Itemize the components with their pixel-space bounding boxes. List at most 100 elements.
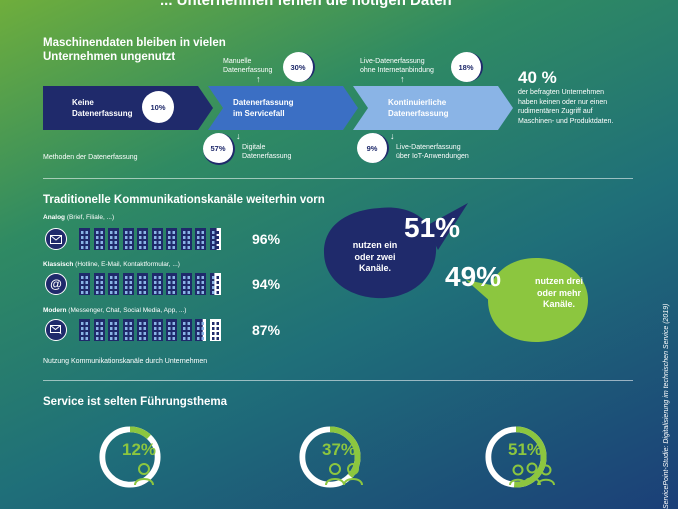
building-icon: [151, 273, 163, 295]
stage-label-3: Kontinuierliche Datenerfassung: [388, 97, 448, 119]
ring-svg: [299, 426, 361, 488]
building-icon: [180, 319, 192, 341]
arrow-up-icon: ↑: [256, 74, 261, 84]
channel-pct-modern: 87%: [252, 322, 281, 338]
live-iot-line2: über IoT-Anwendungen: [396, 153, 469, 160]
section1-title-line1: Maschinendaten bleiben in vielen: [43, 37, 226, 49]
building-icon: [151, 228, 163, 250]
building-icon: [79, 273, 90, 295]
source-note: ServicePoint-Studie: Digitalisierung im …: [663, 303, 670, 509]
stage2-line1: Datenerfassung: [233, 98, 294, 107]
two-persons-icon: [325, 462, 363, 491]
building-icon: [108, 273, 119, 295]
building-icon: [180, 228, 192, 250]
stage-segment-3: [353, 86, 513, 130]
building-icon: [108, 319, 119, 341]
ring-37-pct: 37%: [322, 440, 357, 459]
stage3-line1: Kontinuierliche: [388, 98, 447, 107]
stage1-line2: Datenerfassung: [72, 109, 133, 118]
stage3-line2: Datenerfassung: [388, 109, 449, 118]
arrow-up-icon: ↑: [400, 74, 405, 84]
building-icon: [195, 228, 206, 250]
building-icon: [122, 273, 134, 295]
stat-line: der befragten Unternehmen: [518, 89, 604, 96]
live-no-internet-line1: Live-Datenerfassung: [360, 58, 425, 65]
building-icon: [180, 273, 192, 295]
live-no-internet-pct-circle: 18%: [451, 52, 483, 82]
channel-label-classic: Klassisch (Hotline, E-Mail, Kontaktformu…: [43, 261, 180, 269]
bubble2-text: nutzen drei oder mehr Kanäle.: [528, 276, 590, 311]
at-icon: @: [45, 273, 67, 295]
building-icon: [122, 228, 134, 250]
channel-pct-analog: 96%: [252, 231, 281, 247]
building-icon: [122, 319, 134, 341]
building-icon: [209, 319, 221, 341]
bubble-lime: [466, 258, 588, 342]
stage1-pct: 10%: [150, 102, 166, 112]
digital-label: Digitale Datenerfassung: [242, 143, 291, 161]
stage1-line1: Keine: [72, 98, 94, 107]
channel-label-analog: Analog (Brief, Filiale, ...): [43, 214, 114, 222]
bubble-navy: [324, 203, 468, 299]
building-icon: [195, 273, 206, 295]
live-no-internet-pct: 18%: [458, 62, 474, 72]
live-iot-pct-circle: 9%: [357, 133, 389, 163]
manual-line1: Manuelle: [223, 58, 252, 65]
bubble1-line: nutzen ein: [352, 240, 398, 250]
digital-line2: Datenerfassung: [242, 153, 292, 160]
channel-label-bold: Modern: [43, 307, 67, 314]
buildings-row-modern: [79, 319, 224, 341]
buildings-row-analog: [79, 228, 224, 250]
ring-arc-12: [99, 426, 161, 488]
section1-caption: Methoden der Datenerfassung: [43, 154, 138, 161]
stat-40-text: der befragten Unternehmen haben keinen o…: [518, 88, 613, 126]
bubble1-text: nutzen ein oder zwei Kanäle.: [344, 240, 406, 275]
channel-label-modern: Modern (Messenger, Chat, Social Media, A…: [43, 307, 186, 315]
building-icon: [209, 273, 221, 295]
section2-caption: Nutzung Kommunikationskanäle durch Unter…: [43, 358, 208, 365]
bubble2-pct: 49%: [445, 261, 502, 292]
bubble2-line: Kanäle.: [542, 299, 575, 309]
ring-arc-37: [299, 426, 361, 488]
channel-label-rest: (Hotline, E-Mail, Kontaktformular, ...): [73, 261, 180, 268]
manual-pct-circle: 30%: [283, 52, 315, 82]
three-persons-icon: [509, 462, 555, 491]
digital-pct: 57%: [210, 143, 226, 153]
section1-title-line2: Unternehmen ungenutzt: [43, 51, 176, 63]
channel-pct-classic: 94%: [252, 276, 281, 292]
stage-segment-2: [208, 86, 358, 130]
building-icon: [137, 273, 148, 295]
stage-label-1: Keine Datenerfassung: [72, 97, 132, 119]
stage-label-2: Datenerfassung im Servicefall: [233, 97, 293, 119]
bubble1-line: Kanäle.: [358, 263, 391, 273]
building-icon: [137, 319, 148, 341]
building-icon: [166, 273, 177, 295]
building-icon: [166, 228, 177, 250]
person-icon: [133, 462, 155, 491]
ring-svg: [99, 426, 161, 488]
channel-label-bold: Analog: [43, 214, 66, 221]
building-icon: [137, 228, 148, 250]
stat-line: Maschinen- und Produktdaten.: [518, 117, 614, 125]
live-no-internet-line2: ohne Internetanbindung: [360, 67, 434, 74]
live-iot-pct: 9%: [366, 143, 378, 153]
ring-arc-51: [485, 426, 547, 488]
ring-12-pct: 12%: [122, 440, 157, 459]
section3-title: Service ist selten Führungsthema: [43, 396, 228, 408]
live-no-internet-label: Live-Datenerfassung ohne Internetanbindu…: [360, 57, 434, 75]
bubble1-line: oder zwei: [354, 251, 396, 262]
ring-svg: [485, 426, 547, 488]
building-icon: [166, 319, 177, 341]
divider: [43, 178, 633, 179]
stat-line: haben keinen oder nur einen: [518, 98, 608, 106]
section1-title: Maschinendaten bleiben in vielen Unterne…: [43, 36, 226, 64]
live-iot-label: Live-Datenerfassung über IoT-Anwendungen: [396, 143, 469, 161]
digital-pct-circle: 57%: [203, 133, 235, 165]
page-title: ... Unternehmen fehlen die nötigen Daten: [160, 0, 452, 9]
building-icon: [195, 319, 206, 341]
arrow-down-icon: ↓: [236, 131, 241, 141]
building-icon: [108, 228, 119, 250]
building-icon: [79, 228, 90, 250]
stage1-pct-circle: 10%: [142, 91, 176, 123]
stat-40-big: 40 %: [518, 68, 557, 87]
